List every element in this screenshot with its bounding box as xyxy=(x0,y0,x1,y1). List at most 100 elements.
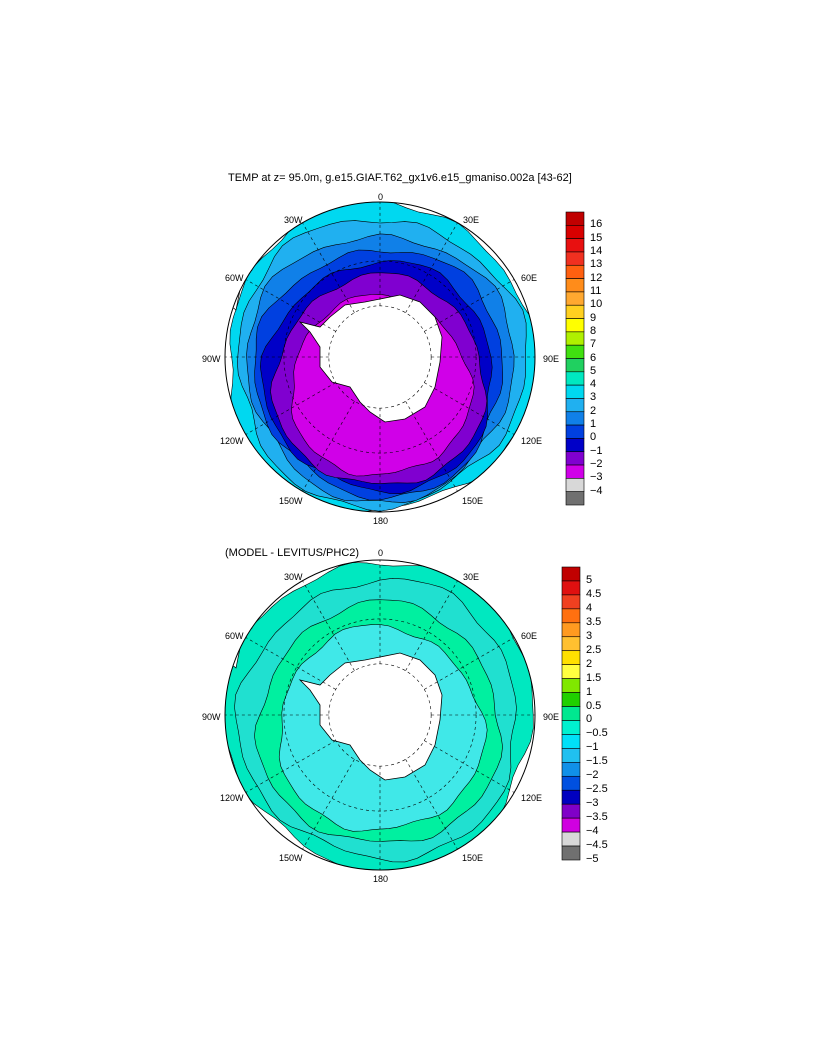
colorbar-tick-label: 0.5 xyxy=(586,699,602,712)
colorbar-tick-label: 5 xyxy=(590,364,597,377)
lon-label-30e-b: 30E xyxy=(463,572,480,582)
lon-label-120e-b: 120E xyxy=(521,793,543,803)
lon-label-30w: 30W xyxy=(284,215,303,225)
meridian-line xyxy=(245,382,336,435)
meridian-line xyxy=(245,637,336,690)
colorbar-tick-label: −4 xyxy=(586,825,599,838)
colorbar-swatch xyxy=(561,845,581,861)
lon-label-150w: 150W xyxy=(279,496,303,506)
colorbar-tick-label: −3 xyxy=(586,797,599,810)
lon-label-60e-b: 60E xyxy=(521,631,538,641)
map-border xyxy=(224,559,536,871)
colorbar-tick-label: −4.5 xyxy=(586,839,608,852)
lon-label-0: 0 xyxy=(378,192,384,202)
meridian-line xyxy=(302,401,355,492)
colorbar-tick-label: −1 xyxy=(590,444,603,457)
colorbar-tick-label: 4.5 xyxy=(586,587,602,600)
colorbar-swatch xyxy=(561,650,581,665)
colorbar-tick-label: 0 xyxy=(590,431,597,444)
colorbar-swatch xyxy=(561,678,581,693)
lon-label-150e-b: 150E xyxy=(462,853,484,863)
colorbar-swatch xyxy=(561,566,581,582)
colorbar-tick-label: 3.5 xyxy=(586,615,602,628)
colorbar-tick-label: 2 xyxy=(586,657,593,670)
colorbar-tick-label: 1 xyxy=(586,685,593,698)
colorbar-tick-label: 13 xyxy=(590,258,603,271)
colorbar-tick-label: 3 xyxy=(590,391,597,404)
lon-label-60w-b: 60W xyxy=(225,631,244,641)
colorbar-tick-label: 2.5 xyxy=(586,643,602,656)
colorbar-swatch xyxy=(561,748,581,763)
colorbar-swatch xyxy=(561,762,581,777)
colorbar-swatch xyxy=(561,622,581,638)
colorbar-swatch xyxy=(561,706,581,721)
lon-label-0-b: 0 xyxy=(378,548,384,558)
lon-label-90w-b: 90W xyxy=(202,712,221,722)
colorbar-tick-label: 12 xyxy=(590,271,603,284)
colorbar-swatch xyxy=(561,580,581,596)
colorbar-tick-label: −1 xyxy=(586,741,599,754)
colorbar-tick-label: −2.5 xyxy=(586,783,608,796)
lon-label-60e: 60E xyxy=(521,273,538,283)
colorbar-tick-label: 4 xyxy=(590,378,597,391)
lon-label-150e: 150E xyxy=(462,496,484,506)
map-border xyxy=(224,201,536,513)
colorbar-tick-label: −0.5 xyxy=(586,727,608,740)
meridian-line xyxy=(302,222,355,313)
colorbar-tick-label: −1.5 xyxy=(586,755,608,768)
colorbar-swatch xyxy=(561,664,581,679)
colorbar-tick-label: 5 xyxy=(586,573,593,586)
colorbar-tick-label: 9 xyxy=(590,311,597,324)
colorbar-tick-label: 0 xyxy=(586,713,593,726)
antarctica-landmass xyxy=(298,294,443,423)
lon-label-150w-b: 150W xyxy=(279,853,303,863)
colorbar-tick-label: 7 xyxy=(590,338,597,351)
colorbar-tick-label: 10 xyxy=(590,298,603,311)
colorbar-tick-label: 16 xyxy=(590,218,603,231)
meridian-line xyxy=(424,740,515,793)
meridian-line xyxy=(424,637,515,690)
colorbar-swatch xyxy=(561,636,581,652)
lon-label-30w-b: 30W xyxy=(284,572,303,582)
meridian-line xyxy=(424,279,515,332)
lon-label-120w: 120W xyxy=(220,436,244,446)
colorbar-tick-label: 1.5 xyxy=(586,671,602,684)
meridian-line xyxy=(302,580,355,671)
meridian-line xyxy=(405,401,458,492)
colorbar-swatch xyxy=(561,775,581,791)
meridian-line xyxy=(405,580,458,671)
colorbar-swatch xyxy=(561,803,581,819)
colorbar-swatch xyxy=(561,720,581,735)
colorbar-tick-label: 4 xyxy=(586,601,593,614)
colorbar-swatch xyxy=(561,831,581,847)
colorbar-tick-label: 14 xyxy=(590,244,603,257)
lon-label-90w: 90W xyxy=(202,354,221,364)
panel2-title: (MODEL - LEVITUS/PHC2) xyxy=(225,547,360,559)
colorbar-swatch xyxy=(561,594,581,610)
colorbar-tick-label: −3.5 xyxy=(586,811,608,824)
colorbar-tick-label: −5 xyxy=(586,853,599,865)
lon-label-90e-b: 90E xyxy=(543,712,560,722)
colorbar-tick-label: 8 xyxy=(590,324,597,337)
colorbar-tick-label: 11 xyxy=(590,284,602,297)
colorbar-swatch xyxy=(561,608,581,624)
colorbar-tick-label: −2 xyxy=(590,458,603,471)
lon-label-120w-b: 120W xyxy=(220,793,244,803)
meridian-line xyxy=(302,759,355,850)
colorbar-swatch xyxy=(565,491,585,506)
lon-label-30e: 30E xyxy=(463,215,480,225)
colorbar-swatch xyxy=(561,817,581,833)
colorbar-swatch xyxy=(561,692,581,707)
antarctica-landmass xyxy=(298,652,443,781)
colorbar-swatch xyxy=(561,789,581,805)
meridian-line xyxy=(245,740,336,793)
lon-label-180-b: 180 xyxy=(373,874,389,884)
colorbar-tick-label: 3 xyxy=(586,629,593,642)
lon-label-180: 180 xyxy=(373,516,389,526)
colorbar-tick-label: 6 xyxy=(590,351,597,364)
panel1-title: TEMP at z= 95.0m, g.e15.GIAF.T62_gx1v6.e… xyxy=(228,172,572,184)
meridian-line xyxy=(405,759,458,850)
colorbar-tick-label: 2 xyxy=(590,404,597,417)
